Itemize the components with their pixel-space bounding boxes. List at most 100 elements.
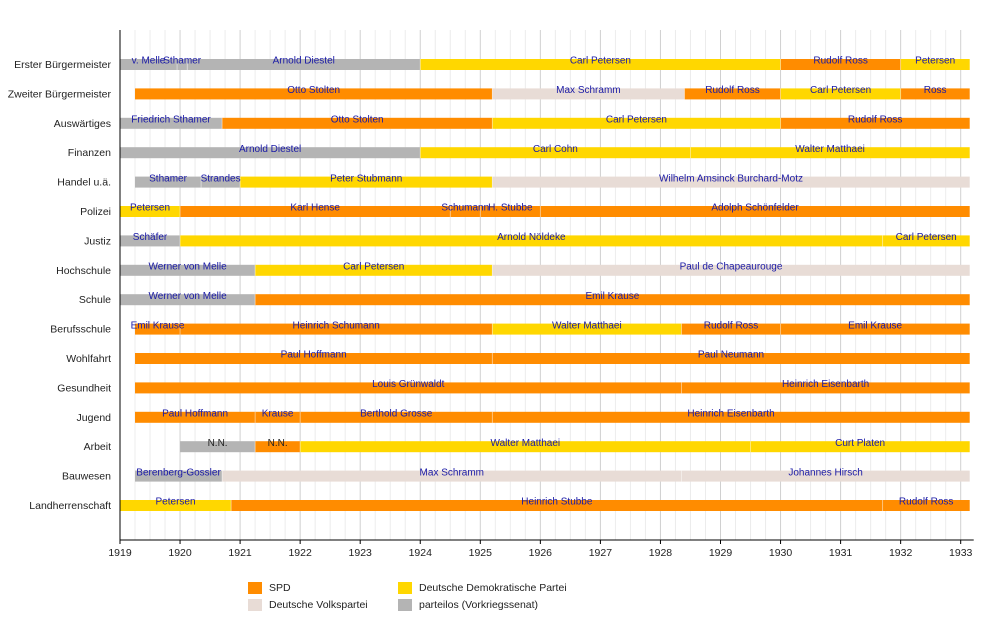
bar-carl-petersen — [780, 88, 901, 100]
x-tick-label: 1919 — [108, 547, 132, 559]
row-label-schule: Schule — [79, 294, 111, 306]
bar-label-schumann: Schumann — [441, 203, 489, 214]
legend-label-spd: SPD — [269, 582, 291, 594]
bar-emil-krause — [255, 294, 970, 306]
bar-label-heinrich-schumann: Heinrich Schumann — [293, 320, 380, 331]
bar-label-rudolf-ross: Rudolf Ross — [705, 85, 759, 96]
x-tick-label: 1931 — [829, 547, 853, 559]
bar-carl-petersen — [492, 117, 781, 129]
bar-peter-stubmann — [240, 176, 493, 188]
bar-carl-petersen — [255, 264, 493, 276]
bar-paul-hoffmann — [135, 411, 256, 423]
legend-swatch-dvp — [248, 599, 262, 611]
row-label-polizei: Polizei — [80, 206, 111, 218]
legend-swatch-ddp — [398, 582, 412, 594]
bar-label-carl-petersen: Carl Petersen — [343, 262, 404, 273]
legend-swatch-spd — [248, 582, 262, 594]
x-tick-label: 1930 — [769, 547, 793, 559]
bar-arnold-diestel — [120, 147, 421, 159]
bar-label-louis-grunwaldt: Louis Grünwaldt — [372, 379, 444, 390]
row-label-jugend: Jugend — [77, 412, 112, 424]
bar-label-n-n: N.N. — [268, 438, 288, 449]
bar-label-peter-stubmann: Peter Stubmann — [330, 173, 402, 184]
bar-rudolf-ross — [681, 323, 781, 335]
bar-label-petersen: Petersen — [915, 56, 955, 67]
bar-label-carl-petersen: Carl Petersen — [570, 56, 631, 67]
bar-label-paul-hoffmann: Paul Hoffmann — [281, 350, 347, 361]
bar-berthold-grosse — [300, 411, 493, 423]
bar-heinrich-stubbe — [231, 500, 883, 511]
x-tick-label: 1922 — [288, 547, 312, 559]
bar-label-rudolf-ross: Rudolf Ross — [899, 497, 953, 508]
bar-max-schramm — [492, 88, 685, 100]
bar-label-emil-krause: Emil Krause — [848, 320, 902, 331]
row-label-handel-u-a: Handel u.ä. — [57, 177, 111, 189]
bar-ross — [900, 88, 970, 100]
bar-label-walter-matthaei: Walter Matthaei — [795, 144, 865, 155]
bar-rudolf-ross — [780, 59, 901, 70]
bar-paul-hoffmann — [135, 353, 493, 364]
bar-schumann — [450, 206, 481, 217]
bar-label-johannes-hirsch: Johannes Hirsch — [788, 467, 862, 478]
row-label-gesundheit: Gesundheit — [57, 382, 111, 394]
bar-louis-grunwaldt — [135, 382, 682, 394]
x-tick-label: 1923 — [349, 547, 373, 559]
row-label-erster-burgermeister: Erster Bürgermeister — [14, 59, 111, 71]
bar-label-arnold-diestel: Arnold Diestel — [273, 56, 335, 67]
x-tick-label: 1933 — [949, 547, 973, 559]
bar-adolph-schonfelder — [540, 206, 970, 217]
bar-label-max-schramm: Max Schramm — [556, 85, 620, 96]
x-tick-label: 1926 — [529, 547, 553, 559]
x-tick-label: 1921 — [228, 547, 252, 559]
bar-label-carl-petersen: Carl Petersen — [896, 232, 957, 243]
legend-swatch-parteilos — [398, 599, 412, 611]
bar-label-paul-neumann: Paul Neumann — [698, 350, 764, 361]
bar-label-petersen: Petersen — [130, 203, 170, 214]
bar-wilhelm-amsinck-burchard-motz — [492, 176, 970, 188]
bar-friedrich-sthamer — [120, 117, 223, 129]
bar-walter-matthaei — [300, 441, 751, 453]
row-label-bauwesen: Bauwesen — [62, 471, 111, 483]
bar-rudolf-ross — [882, 500, 970, 511]
bar-karl-hense — [180, 206, 451, 217]
bar-label-otto-stolten: Otto Stolten — [287, 85, 340, 96]
legend: SPD Deutsche Volkspartei Deutsche Demokr… — [248, 582, 608, 616]
row-labels: Erster Bürgermeister Zweiter Bürgermeiste… — [8, 59, 112, 512]
bar-johannes-hirsch — [681, 470, 970, 482]
bar-paul-de-chapeaurouge — [492, 264, 970, 276]
x-tick-label: 1928 — [649, 547, 673, 559]
bar-label-curt-platen: Curt Platen — [835, 438, 885, 449]
legend-item-dvp: Deutsche Volkspartei — [248, 599, 368, 611]
bar-carl-petersen — [420, 59, 781, 70]
bar-v-melle — [120, 59, 178, 70]
bar-label-schafer: Schäfer — [133, 232, 168, 243]
bar-berenberg-gossler — [135, 470, 223, 482]
bar-label-arnold-noldeke: Arnold Nöldeke — [497, 232, 566, 243]
bar-label-wilhelm-amsinck-burchard-motz: Wilhelm Amsinck Burchard-Motz — [659, 173, 803, 184]
row-label-auswartiges: Auswärtiges — [54, 118, 111, 130]
bar-werner-von-melle — [120, 264, 256, 276]
legend-item-spd: SPD — [248, 582, 291, 594]
x-tick-label: 1929 — [709, 547, 733, 559]
bar-max-schramm — [222, 470, 682, 482]
bar-label-rudolf-ross: Rudolf Ross — [704, 320, 758, 331]
bar-label-max-schramm: Max Schramm — [420, 467, 484, 478]
bar-label-heinrich-eisenbarth: Heinrich Eisenbarth — [782, 379, 869, 390]
bar-sthamer — [135, 176, 202, 188]
row-label-wohlfahrt: Wohlfahrt — [66, 353, 111, 365]
legend-item-parteilos: parteilos (Vorkriegssenat) — [398, 599, 538, 611]
bar-label-heinrich-eisenbarth: Heinrich Eisenbarth — [687, 409, 774, 420]
bar-arnold-noldeke — [180, 235, 883, 247]
bar-label-strandes: Strandes — [201, 173, 241, 184]
row-label-justiz: Justiz — [84, 235, 111, 247]
bar-walter-matthaei — [690, 147, 970, 159]
bar-label-walter-matthaei: Walter Matthaei — [491, 438, 561, 449]
bar-h-stubbe — [480, 206, 541, 217]
bar-emil-krause — [780, 323, 970, 335]
row-label-finanzen: Finanzen — [68, 147, 111, 159]
bar-label-friedrich-sthamer: Friedrich Sthamer — [131, 115, 211, 126]
bar-walter-matthaei — [492, 323, 682, 335]
bar-label-carl-petersen: Carl Petersen — [810, 85, 871, 96]
bar-arnold-diestel — [187, 59, 421, 70]
